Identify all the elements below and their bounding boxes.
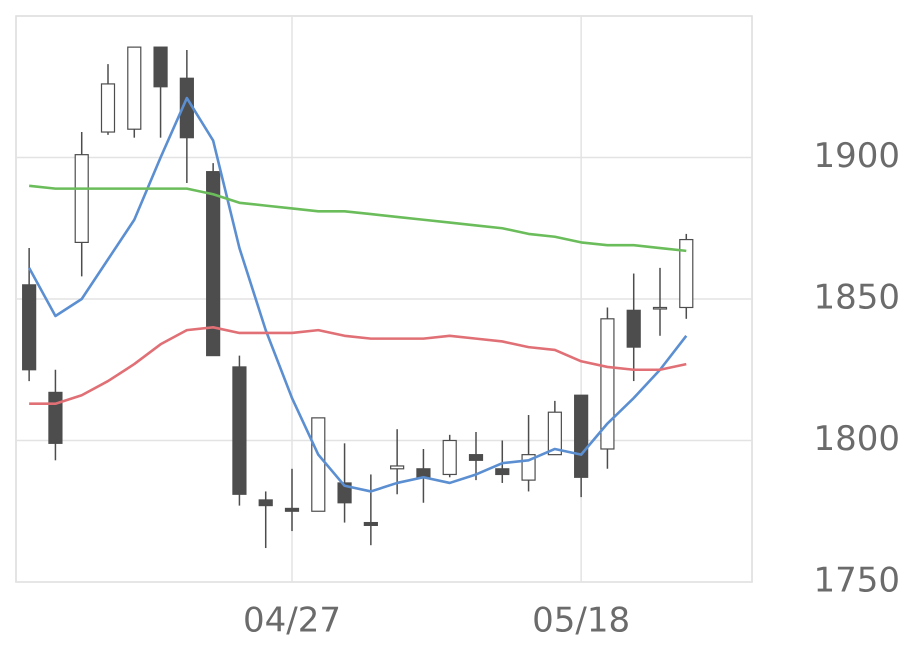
candle-body xyxy=(363,521,378,527)
candle-body xyxy=(468,454,484,461)
candle-body xyxy=(258,499,273,507)
x-tick-label: 05/18 xyxy=(532,601,630,641)
candle-body xyxy=(48,391,63,444)
candle-body xyxy=(311,417,326,512)
candle-body xyxy=(100,83,116,133)
x-tick-label: 04/27 xyxy=(243,601,341,641)
candle-body xyxy=(574,394,589,478)
candle-body xyxy=(127,46,142,130)
candle-body xyxy=(337,482,352,504)
candle-body xyxy=(652,306,668,310)
y-tick-label: 1750 xyxy=(813,561,900,601)
candle-body xyxy=(600,318,615,450)
candle-body xyxy=(232,366,247,495)
y-tick-label: 1900 xyxy=(813,136,900,176)
candle-body xyxy=(284,507,300,512)
moving-average-line xyxy=(29,326,687,406)
candle-body xyxy=(22,284,37,371)
candle-body xyxy=(153,46,168,88)
moving-average-line xyxy=(29,184,687,253)
candle-body xyxy=(626,309,641,348)
candle-body xyxy=(679,238,694,309)
candle-body xyxy=(74,154,89,244)
candle-body xyxy=(442,439,457,476)
y-tick-label: 1800 xyxy=(813,419,900,459)
candle-body xyxy=(206,171,221,357)
candle-body xyxy=(390,465,405,470)
y-tick-label: 1850 xyxy=(813,278,900,318)
moving-average-line xyxy=(28,96,688,493)
candle-body xyxy=(495,468,510,476)
candle-body xyxy=(547,411,562,456)
